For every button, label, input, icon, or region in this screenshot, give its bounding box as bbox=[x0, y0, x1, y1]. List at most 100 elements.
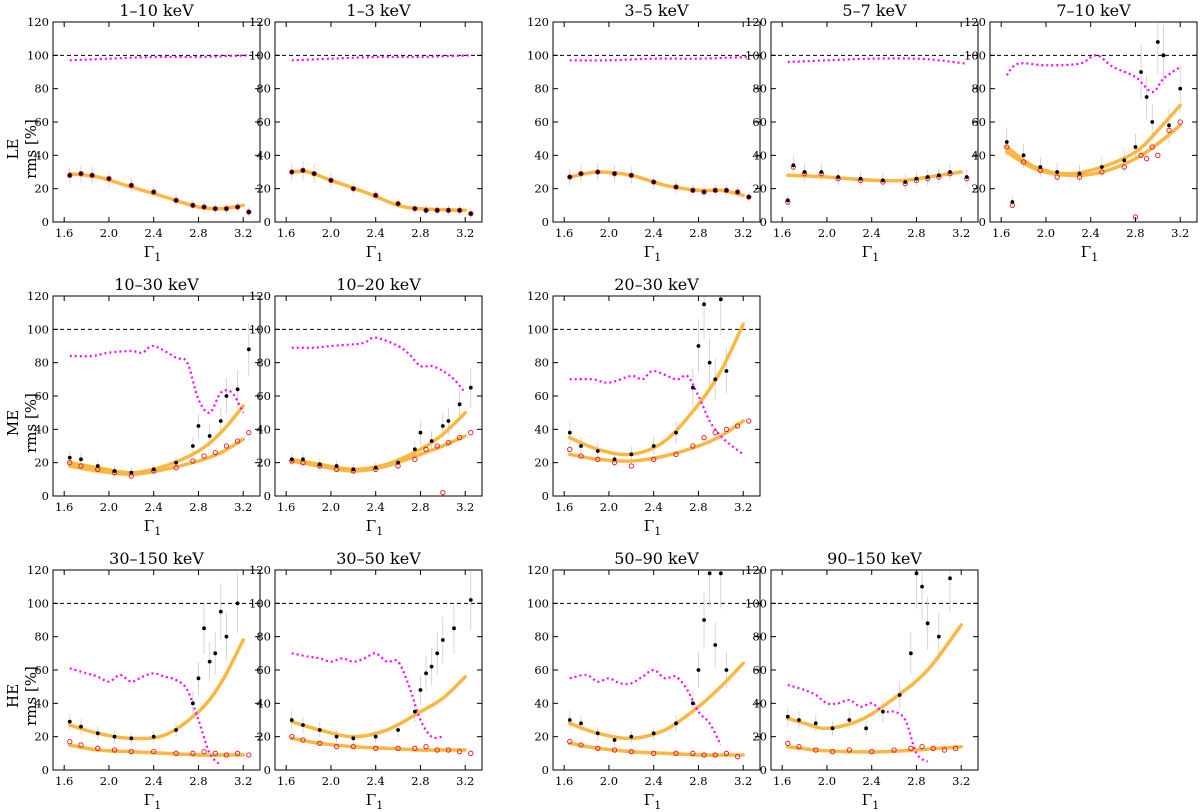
black-point bbox=[1122, 158, 1127, 163]
x-tick-label: 2.8 bbox=[1126, 226, 1144, 240]
black-point bbox=[1004, 140, 1009, 144]
x-axis-label: Γ1 bbox=[144, 243, 161, 264]
red-point bbox=[891, 747, 897, 753]
y-tick-label: 100 bbox=[745, 48, 767, 62]
y-tick-label: 0 bbox=[542, 489, 549, 503]
y-tick-label: 60 bbox=[256, 389, 271, 403]
black-point bbox=[412, 447, 417, 452]
row-label-le-ylabel: rms [%] bbox=[22, 119, 40, 179]
x-tick-label: 1.6 bbox=[277, 774, 295, 788]
black-point bbox=[190, 444, 195, 448]
black-point bbox=[1144, 95, 1149, 99]
plot-area bbox=[771, 54, 978, 206]
y-tick-label: 0 bbox=[42, 489, 49, 503]
x-tick-label: 2.0 bbox=[600, 500, 618, 514]
red-point bbox=[234, 750, 241, 756]
x-tick-label: 2.4 bbox=[367, 500, 385, 514]
x-tick-label: 2.8 bbox=[411, 226, 429, 240]
x-axis-label: Γ1 bbox=[144, 517, 161, 538]
y-tick-label: 80 bbox=[34, 630, 49, 644]
black-point bbox=[218, 609, 223, 614]
black-point bbox=[351, 186, 356, 191]
red-point bbox=[412, 206, 418, 212]
x-tick-label: 2.0 bbox=[818, 226, 836, 240]
red-point bbox=[173, 750, 179, 756]
black-point bbox=[446, 208, 451, 213]
red-point bbox=[611, 171, 618, 177]
magenta-line bbox=[291, 336, 467, 394]
panel-title: 90–150 keV bbox=[827, 549, 922, 568]
y-tick-label: 20 bbox=[534, 730, 549, 744]
fit-curve-black bbox=[290, 674, 467, 739]
black-point bbox=[1038, 165, 1043, 169]
x-tick-label: 2.8 bbox=[689, 774, 707, 788]
black-point bbox=[612, 171, 617, 176]
x-axis-label-subscript: 1 bbox=[154, 525, 161, 538]
red-point bbox=[223, 752, 230, 758]
x-tick-label: 1.6 bbox=[55, 226, 73, 240]
black-point bbox=[880, 178, 885, 183]
black-point bbox=[1099, 165, 1104, 169]
y-tick-label: 60 bbox=[256, 663, 271, 677]
black-point bbox=[847, 718, 852, 722]
red-point bbox=[690, 187, 696, 193]
y-tick-label: 20 bbox=[752, 182, 767, 196]
black-point bbox=[567, 718, 572, 722]
red-point bbox=[289, 734, 295, 740]
black-point bbox=[129, 470, 134, 475]
black-point bbox=[67, 173, 72, 178]
black-point bbox=[925, 175, 930, 179]
red-point bbox=[651, 179, 657, 185]
black-point bbox=[690, 701, 695, 706]
red-point bbox=[723, 750, 730, 756]
row-label-he: HE rms [%] bbox=[4, 666, 40, 726]
panel-11: 50–90 keV 0 20 40 60 80 100 120 1.6 2.0 2.4 2.8 3.2 Γ… bbox=[527, 549, 761, 812]
panel-title: 10–20 keV bbox=[336, 275, 421, 294]
black-point bbox=[452, 626, 456, 631]
red-point bbox=[423, 446, 429, 452]
red-point bbox=[908, 745, 914, 751]
x-tick-label: 2.0 bbox=[322, 500, 340, 514]
black-point bbox=[213, 206, 218, 211]
red-point bbox=[212, 750, 218, 756]
x-axis-label-subscript: 1 bbox=[654, 799, 661, 812]
black-point bbox=[1010, 200, 1015, 204]
y-tick-label: 100 bbox=[27, 322, 49, 336]
y-tick-label: 60 bbox=[256, 115, 271, 129]
x-tick-label: 2.4 bbox=[367, 226, 385, 240]
magenta-line bbox=[291, 652, 443, 739]
red-point bbox=[212, 206, 218, 212]
red-point bbox=[578, 453, 584, 459]
red-point bbox=[785, 740, 791, 746]
black-point bbox=[1021, 153, 1026, 158]
black-point bbox=[129, 736, 134, 741]
red-point bbox=[595, 169, 601, 175]
plot-area bbox=[553, 54, 760, 202]
red-point bbox=[328, 177, 334, 183]
panel-title: 1–10 keV bbox=[119, 1, 194, 20]
black-point bbox=[90, 173, 95, 178]
black-point bbox=[897, 693, 902, 697]
black-point bbox=[396, 201, 400, 206]
red-point bbox=[151, 189, 157, 195]
x-tick-label: 3.2 bbox=[456, 774, 474, 788]
y-tick-label: 0 bbox=[760, 763, 767, 777]
x-tick-label: 2.4 bbox=[1082, 226, 1100, 240]
black-point bbox=[880, 709, 885, 714]
red-point bbox=[1138, 152, 1144, 158]
red-point bbox=[395, 745, 401, 751]
black-point bbox=[702, 190, 706, 194]
x-tick-label: 2.8 bbox=[907, 226, 925, 240]
y-tick-label: 0 bbox=[264, 489, 271, 503]
x-tick-label: 2.8 bbox=[189, 774, 207, 788]
red-point bbox=[746, 418, 752, 424]
fit-curve-black bbox=[568, 661, 745, 741]
y-tick-label: 60 bbox=[534, 663, 549, 677]
fit-curve-red bbox=[68, 437, 245, 477]
red-point bbox=[595, 745, 601, 751]
red-point bbox=[67, 739, 73, 745]
black-point bbox=[373, 734, 378, 739]
red-point bbox=[440, 490, 446, 496]
x-axis-label: Γ1 bbox=[1081, 243, 1098, 264]
